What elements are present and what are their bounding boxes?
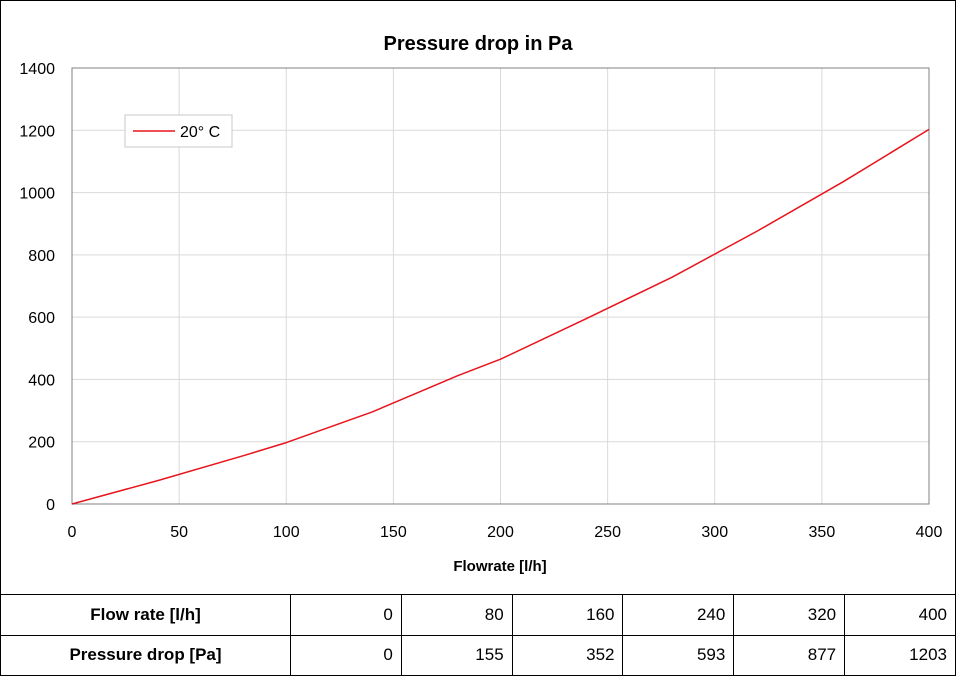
x-tick-labels: 0 50 100 150 200 250 300 350 400 bbox=[68, 524, 943, 541]
legend: 20° C bbox=[124, 114, 233, 148]
table-cell: 352 bbox=[511, 634, 624, 676]
table-row-flow-rate: Flow rate [l/h] 0 80 160 240 320 400 bbox=[0, 594, 956, 636]
x-tick-label: 0 bbox=[68, 524, 77, 541]
y-tick-label: 400 bbox=[28, 372, 55, 389]
x-tick-label: 50 bbox=[170, 524, 188, 541]
table-cell: 240 bbox=[622, 594, 735, 636]
y-tick-label: 1400 bbox=[19, 61, 55, 78]
y-tick-label: 600 bbox=[28, 310, 55, 327]
y-tick-label: 1200 bbox=[19, 123, 55, 140]
row-header-flow-rate: Flow rate [l/h] bbox=[0, 594, 291, 636]
table-cell: 593 bbox=[622, 634, 735, 676]
table-cell: 877 bbox=[733, 634, 846, 676]
row-header-pressure-drop: Pressure drop [Pa] bbox=[0, 634, 291, 676]
y-tick-label: 200 bbox=[28, 435, 55, 452]
table-cell: 320 bbox=[733, 594, 846, 636]
x-tick-label: 350 bbox=[809, 524, 836, 541]
table-cell: 0 bbox=[290, 594, 402, 636]
x-tick-label: 400 bbox=[916, 524, 943, 541]
pressure-drop-chart: Pressure drop in Pa 02004006008001000120… bbox=[19, 33, 943, 575]
y-tick-labels: 0 200 400 600 800 1000 1200 1400 bbox=[19, 61, 55, 514]
table-cell: 160 bbox=[511, 594, 624, 636]
data-table: Flow rate [l/h] 0 80 160 240 320 400 Pre… bbox=[0, 594, 956, 676]
x-tick-label: 200 bbox=[487, 524, 514, 541]
chart-title: Pressure drop in Pa bbox=[384, 33, 574, 55]
table-cell: 0 bbox=[290, 634, 402, 676]
plot-border bbox=[71, 67, 930, 505]
x-tick-label: 150 bbox=[380, 524, 407, 541]
y-tick-label: 0 bbox=[46, 497, 55, 514]
y-tick-label: 1000 bbox=[19, 186, 55, 203]
x-axis-label: Flowrate [l/h] bbox=[453, 558, 546, 575]
table-cell: 400 bbox=[844, 594, 956, 636]
table-cell: 155 bbox=[400, 634, 513, 676]
table-row-pressure-drop: Pressure drop [Pa] 0 155 352 593 877 120… bbox=[0, 634, 956, 676]
x-tick-label: 300 bbox=[701, 524, 728, 541]
table-cell: 80 bbox=[400, 594, 513, 636]
y-tick-label: 800 bbox=[28, 248, 55, 265]
x-tick-label: 250 bbox=[594, 524, 621, 541]
series-layer bbox=[71, 128, 930, 505]
x-tick-label: 100 bbox=[273, 524, 300, 541]
table-cell: 1203 bbox=[844, 634, 956, 676]
legend-label: 20° C bbox=[180, 124, 220, 141]
series-line-0 bbox=[71, 128, 930, 505]
